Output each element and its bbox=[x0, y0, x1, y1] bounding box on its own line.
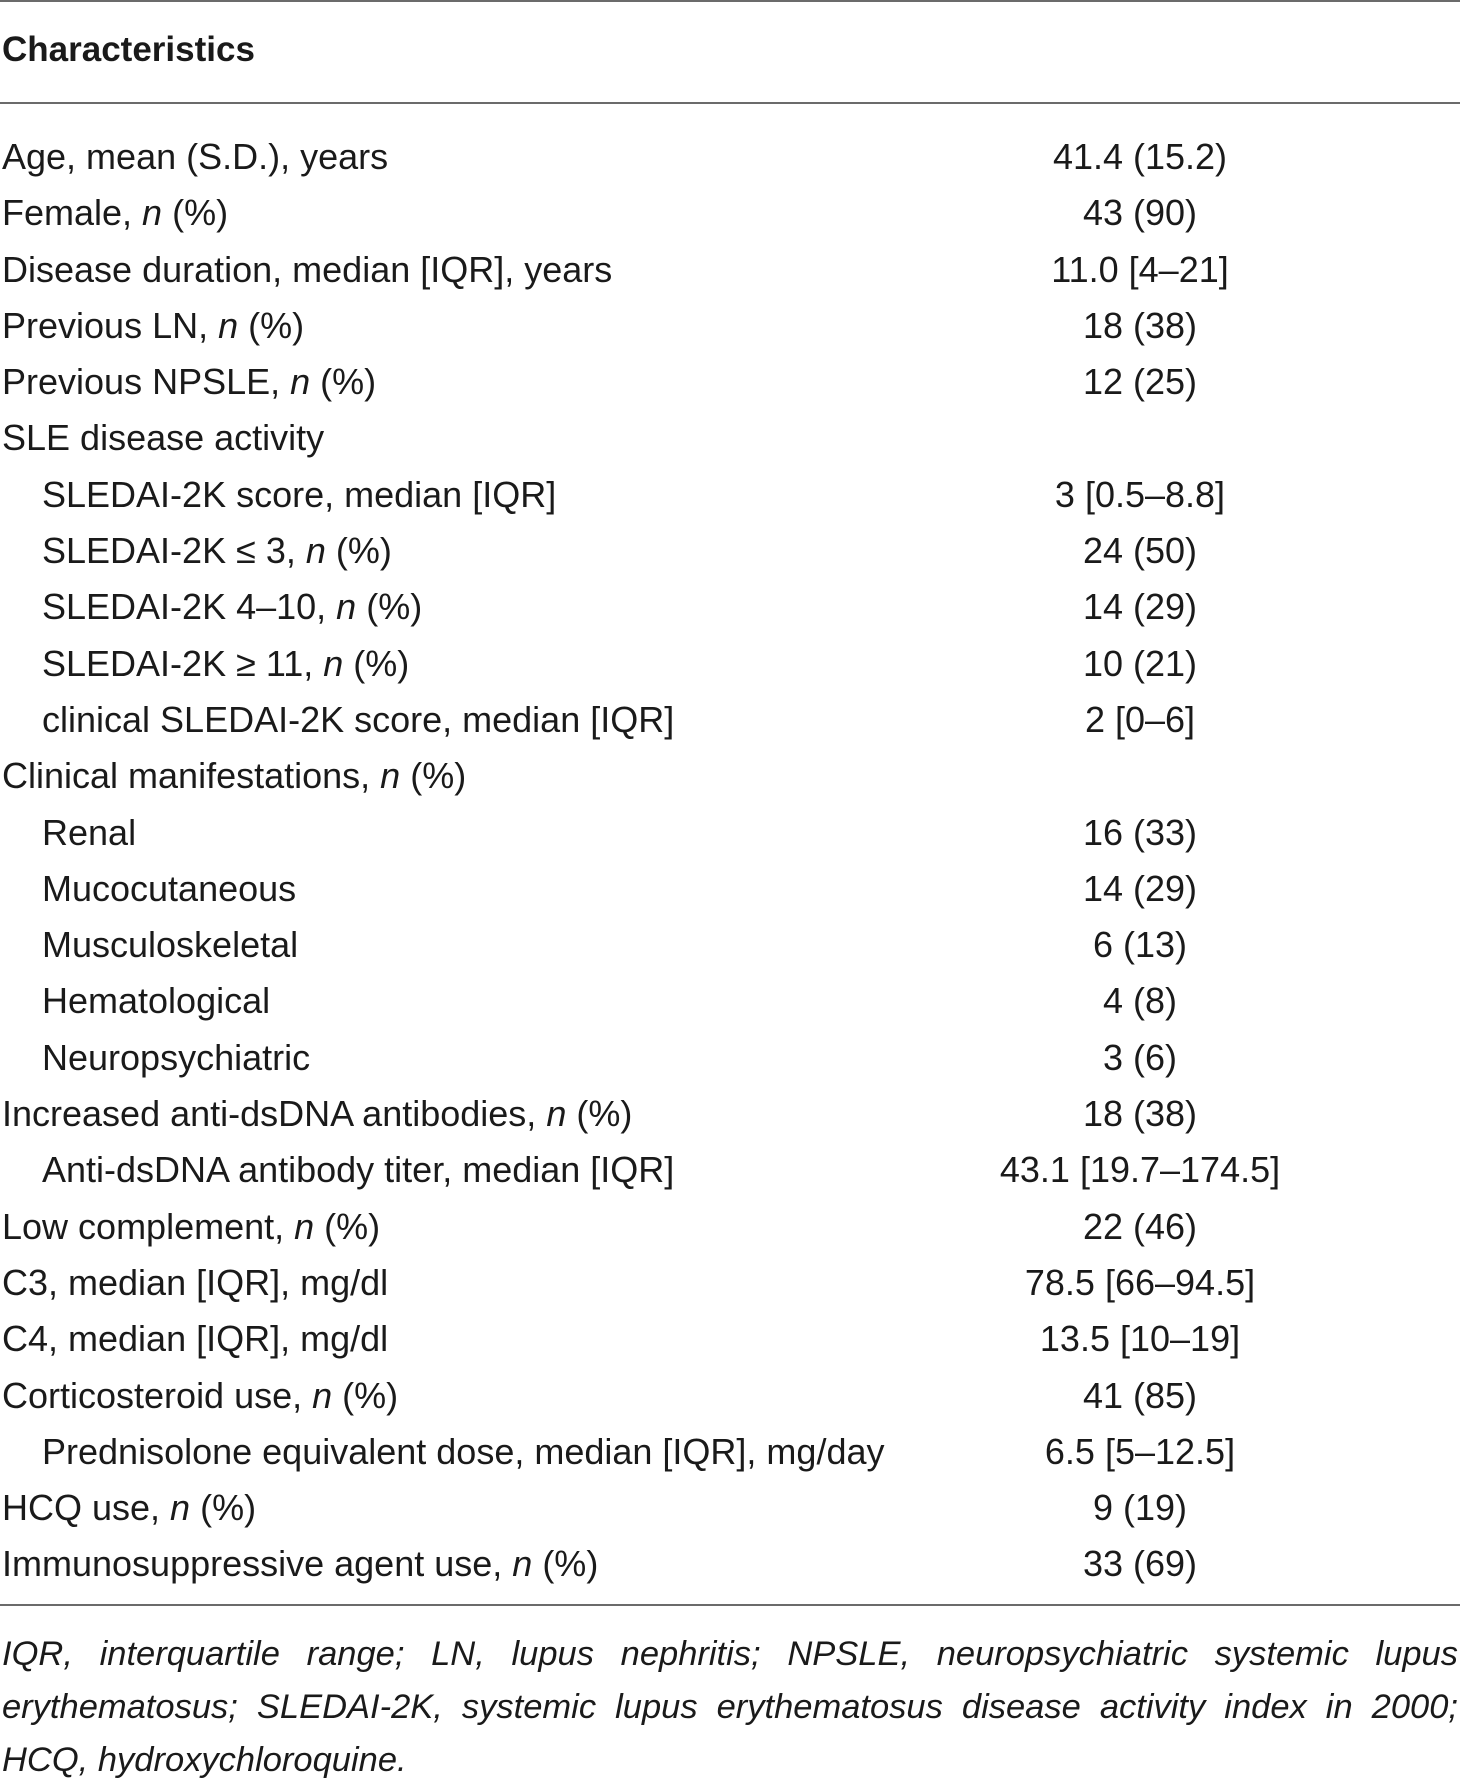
table-row: Low complement, n (%) 22 (46) bbox=[0, 1199, 1460, 1255]
row-label: Disease duration, median [IQR], years bbox=[2, 248, 613, 290]
table-row: Neuropsychiatric 3 (6) bbox=[0, 1030, 1460, 1086]
row-label: clinical SLEDAI-2K score, median [IQR] bbox=[42, 698, 675, 740]
row-value: 12 (25) bbox=[1082, 361, 1198, 403]
table-body: Age, mean (S.D.), years 41.4 (15.2) Female… bbox=[0, 129, 1460, 1593]
table-row: Previous LN, n (%) 18 (38) bbox=[0, 298, 1460, 354]
row-value: 18 (38) bbox=[1082, 1093, 1198, 1135]
table-row: Age, mean (S.D.), years 41.4 (15.2) bbox=[0, 129, 1460, 185]
table-row: clinical SLEDAI-2K score, median [IQR] 2 … bbox=[0, 692, 1460, 748]
table-row: Mucocutaneous 14 (29) bbox=[0, 861, 1460, 917]
row-label: Increased anti-dsDNA antibodies, n (%) bbox=[2, 1093, 633, 1135]
table-row: Musculoskeletal 6 (13) bbox=[0, 917, 1460, 973]
row-value: 13.5 [10–19] bbox=[1039, 1318, 1241, 1360]
table-row: SLEDAI-2K ≤ 3, n (%) 24 (50) bbox=[0, 523, 1460, 579]
row-value: 41 (85) bbox=[1082, 1374, 1198, 1416]
row-label: SLEDAI-2K score, median [IQR] bbox=[42, 473, 557, 515]
row-value: 10 (21) bbox=[1082, 642, 1198, 684]
row-value: 24 (50) bbox=[1082, 530, 1198, 572]
table-row: Increased anti-dsDNA antibodies, n (%) 18… bbox=[0, 1086, 1460, 1142]
row-value: 78.5 [66–94.5] bbox=[1024, 1261, 1256, 1303]
row-value: 9 (19) bbox=[1092, 1487, 1188, 1529]
row-label: C3, median [IQR], mg/dl bbox=[2, 1261, 389, 1303]
table-header: Characteristics bbox=[2, 30, 255, 69]
row-value: 43 (90) bbox=[1082, 192, 1198, 234]
row-label: Neuropsychiatric bbox=[42, 1036, 311, 1078]
row-label: Age, mean (S.D.), years bbox=[2, 136, 389, 177]
row-label: SLEDAI-2K ≥ 11, n (%) bbox=[42, 642, 410, 684]
row-label: HCQ use, n (%) bbox=[2, 1487, 257, 1529]
table-row: Hematological 4 (8) bbox=[0, 973, 1460, 1029]
row-label: Immunosuppressive agent use, n (%) bbox=[2, 1543, 599, 1585]
row-label: SLEDAI-2K 4–10, n (%) bbox=[42, 586, 423, 628]
table-row: Corticosteroid use, n (%) 41 (85) bbox=[0, 1368, 1460, 1424]
row-label: Clinical manifestations, n (%) bbox=[2, 755, 467, 797]
row-label: Previous LN, n (%) bbox=[2, 304, 305, 346]
table-row: C4, median [IQR], mg/dl 13.5 [10–19] bbox=[0, 1311, 1460, 1367]
row-label: Previous NPSLE, n (%) bbox=[2, 361, 377, 403]
row-label: Prednisolone equivalent dose, median [IQ… bbox=[42, 1430, 885, 1472]
table-row: C3, median [IQR], mg/dl 78.5 [66–94.5] bbox=[0, 1255, 1460, 1311]
row-value: 43.1 [19.7–174.5] bbox=[999, 1149, 1281, 1191]
row-label: Musculoskeletal bbox=[42, 924, 299, 966]
row-label: Female, n (%) bbox=[2, 192, 229, 234]
table-row: Disease duration, median [IQR], years 11.… bbox=[0, 242, 1460, 298]
row-value: 3 [0.5–8.8] bbox=[1054, 473, 1226, 515]
table-header-rule bbox=[0, 102, 1460, 104]
row-value: 41.4 (15.2) bbox=[1052, 136, 1228, 177]
table-row: SLE disease activity bbox=[0, 410, 1460, 466]
row-value: 16 (33) bbox=[1082, 811, 1198, 853]
table-row: SLEDAI-2K 4–10, n (%) 14 (29) bbox=[0, 579, 1460, 635]
table-row: Anti-dsDNA antibody titer, median [IQR] 4… bbox=[0, 1142, 1460, 1198]
table-row: Clinical manifestations, n (%) bbox=[0, 748, 1460, 804]
row-value: 33 (69) bbox=[1082, 1543, 1198, 1585]
row-value: 18 (38) bbox=[1082, 304, 1198, 346]
table-top-rule bbox=[0, 0, 1460, 2]
row-label: C4, median [IQR], mg/dl bbox=[2, 1318, 389, 1360]
row-value: 4 (8) bbox=[1102, 980, 1178, 1022]
row-value: 14 (29) bbox=[1082, 867, 1198, 909]
row-label: Low complement, n (%) bbox=[2, 1205, 381, 1247]
table-row: Female, n (%) 43 (90) bbox=[0, 185, 1460, 241]
table-row: Renal 16 (33) bbox=[0, 805, 1460, 861]
row-value: 2 [0–6] bbox=[1084, 698, 1196, 740]
row-value: 6.5 [5–12.5] bbox=[1044, 1430, 1236, 1472]
table-row: SLEDAI-2K ≥ 11, n (%) 10 (21) bbox=[0, 636, 1460, 692]
table-row: Immunosuppressive agent use, n (%) 33 (69… bbox=[0, 1536, 1460, 1592]
table-footnote: IQR, interquartile range; LN, lupus neph… bbox=[2, 1635, 1458, 1779]
row-value: 22 (46) bbox=[1082, 1205, 1198, 1247]
table-bottom-rule bbox=[0, 1604, 1460, 1606]
row-label: Hematological bbox=[42, 980, 271, 1022]
table-row: SLEDAI-2K score, median [IQR] 3 [0.5–8.8] bbox=[0, 467, 1460, 523]
row-value: 6 (13) bbox=[1092, 924, 1188, 966]
row-label: SLE disease activity bbox=[2, 417, 325, 459]
row-value: 14 (29) bbox=[1082, 586, 1198, 628]
row-label: Anti-dsDNA antibody titer, median [IQR] bbox=[42, 1149, 675, 1191]
table-row: HCQ use, n (%) 9 (19) bbox=[0, 1480, 1460, 1536]
row-label: SLEDAI-2K ≤ 3, n (%) bbox=[42, 530, 392, 572]
row-label: Renal bbox=[42, 811, 137, 853]
table-row: Prednisolone equivalent dose, median [IQ… bbox=[0, 1424, 1460, 1480]
row-value: 3 (6) bbox=[1102, 1036, 1178, 1078]
table-row: Previous NPSLE, n (%) 12 (25) bbox=[0, 354, 1460, 410]
row-label: Mucocutaneous bbox=[42, 867, 297, 909]
row-label: Corticosteroid use, n (%) bbox=[2, 1374, 399, 1416]
row-value: 11.0 [4–21] bbox=[1051, 248, 1229, 290]
